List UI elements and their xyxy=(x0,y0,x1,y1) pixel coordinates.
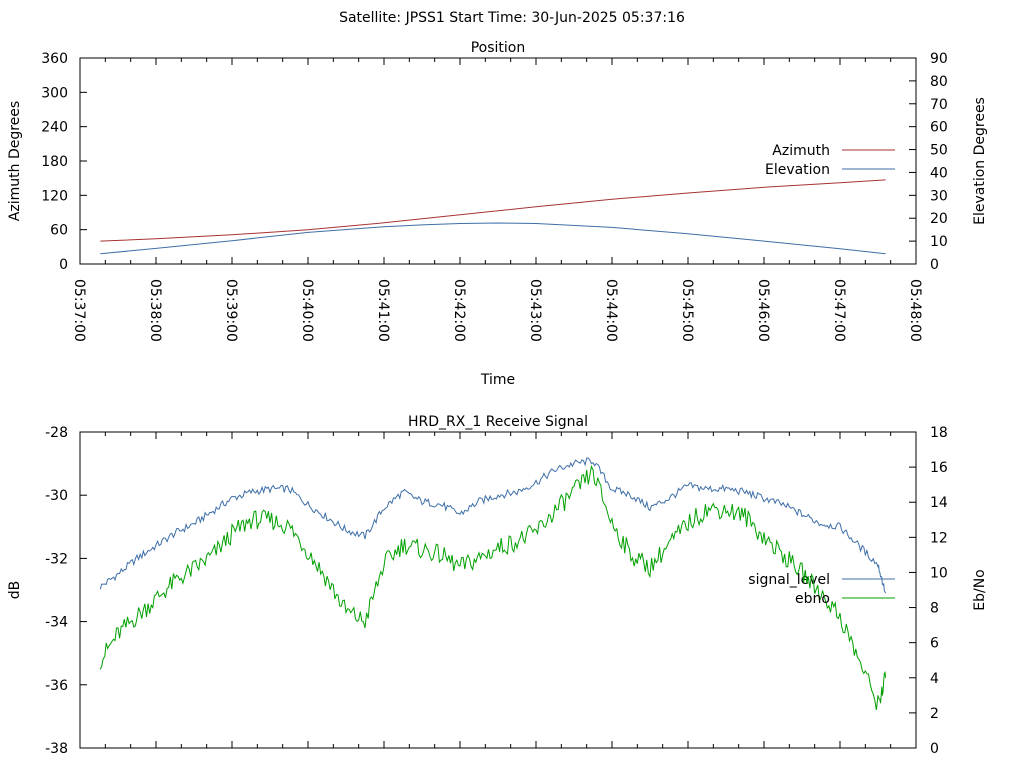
charts-container: Position 05:37:00 05:38:00 05:39:00 05:40:00… xyxy=(7,40,988,757)
series-line-elevation xyxy=(100,222,886,255)
x-tick-label: 05:38:00 xyxy=(147,279,163,342)
y2-tick-label: 10 xyxy=(930,234,948,250)
chart-1: Position 05:37:00 05:38:00 05:39:00 05:40:00… xyxy=(7,40,988,388)
y2-tick-label: 20 xyxy=(930,211,948,227)
y2-tick-label: 60 xyxy=(930,120,948,136)
x-tick-label: 05:40:00 xyxy=(299,279,315,342)
y-tick-label: 60 xyxy=(50,223,68,239)
y-tick-label: 180 xyxy=(41,154,68,170)
y2-tick-label: 4 xyxy=(930,671,939,687)
x-tick-label: 05:48:00 xyxy=(907,279,923,342)
x-axis-label: Time xyxy=(480,372,515,388)
y2-tick-label: 16 xyxy=(930,460,948,476)
y-tick-label: 300 xyxy=(41,85,68,101)
chart-title: Position xyxy=(471,40,526,56)
series-line-azimuth xyxy=(100,179,886,242)
x-tick-label: 05:44:00 xyxy=(603,279,619,342)
y2-tick-label: 90 xyxy=(930,51,948,67)
y-tick-label: 120 xyxy=(41,188,68,204)
y-axis-label: Azimuth Degrees xyxy=(7,101,23,221)
y2-tick-label: 40 xyxy=(930,165,948,181)
y2-tick-label: 2 xyxy=(930,706,939,722)
y-tick-label: 240 xyxy=(41,120,68,136)
series-line-ebno xyxy=(99,464,887,710)
y-tick-label: 360 xyxy=(41,51,68,67)
y2-tick-label: 18 xyxy=(930,425,948,441)
y2-tick-label: 8 xyxy=(930,601,939,617)
y-tick-label: -36 xyxy=(45,678,68,694)
y2-axis-label: Eb/No xyxy=(972,569,988,611)
y2-tick-label: 0 xyxy=(930,257,939,273)
y-tick-label: 0 xyxy=(59,257,68,273)
y-axis-label: dB xyxy=(7,581,23,600)
y-tick-label: -28 xyxy=(45,425,68,441)
legend-label: ebno xyxy=(795,591,830,607)
y2-tick-label: 80 xyxy=(930,74,948,90)
legend-label: Azimuth xyxy=(772,143,830,159)
x-tick-label: 05:41:00 xyxy=(375,279,391,342)
page-title: Satellite: JPSS1 Start Time: 30-Jun-2025… xyxy=(339,10,685,26)
plot-frame xyxy=(79,431,917,749)
y2-tick-label: 6 xyxy=(930,636,939,652)
y2-axis-label: Elevation Degrees xyxy=(972,97,988,225)
y2-tick-label: 70 xyxy=(930,97,948,113)
x-tick-label: 05:45:00 xyxy=(679,279,695,342)
y-tick-label: -38 xyxy=(45,741,68,757)
legend-label: Elevation xyxy=(765,162,830,178)
y2-tick-label: 0 xyxy=(930,741,939,757)
series-line-signal-level xyxy=(99,457,887,594)
x-tick-label: 05:39:00 xyxy=(223,279,239,342)
y2-tick-label: 12 xyxy=(930,530,948,546)
y-tick-label: -30 xyxy=(45,488,68,504)
y-tick-label: -34 xyxy=(45,615,68,631)
y2-tick-label: 50 xyxy=(930,143,948,159)
x-tick-label: 05:47:00 xyxy=(831,279,847,342)
x-tick-label: 05:46:00 xyxy=(755,279,771,342)
y2-tick-label: 30 xyxy=(930,188,948,204)
y2-tick-label: 14 xyxy=(930,495,948,511)
x-tick-label: 05:37:00 xyxy=(71,279,87,342)
plot-frame xyxy=(79,57,917,265)
chart-title: HRD_RX_1 Receive Signal xyxy=(408,414,588,430)
y-tick-label: -32 xyxy=(45,551,68,567)
x-tick-label: 05:43:00 xyxy=(527,279,543,342)
y2-tick-label: 10 xyxy=(930,565,948,581)
x-tick-label: 05:42:00 xyxy=(451,279,467,342)
chart-2: HRD_RX_1 Receive Signal -38 -36 -34 -32 -30 -2… xyxy=(7,414,988,757)
